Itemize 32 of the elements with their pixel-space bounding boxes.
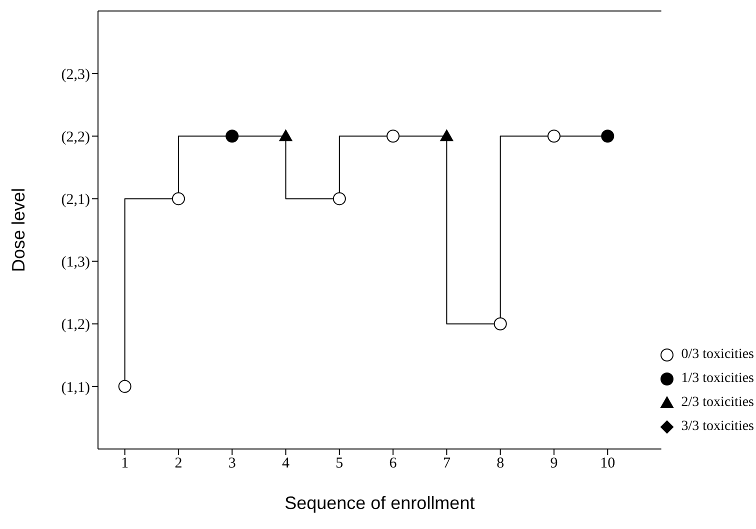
category-label: (2,2) — [61, 129, 90, 146]
point — [386, 130, 400, 143]
category-label: (2,3) — [61, 66, 90, 83]
x-tick-label: 10 — [600, 456, 616, 472]
legend-label: 2/3 toxicities — [681, 395, 754, 411]
category-label: (1,2) — [61, 317, 90, 334]
x-tick-label: 7 — [442, 456, 451, 472]
x-tick-label: 5 — [336, 456, 344, 472]
category-label: (2,1) — [61, 192, 90, 208]
x-tick-label: 9 — [550, 456, 558, 472]
point — [547, 130, 560, 143]
point — [440, 130, 454, 142]
point — [118, 380, 132, 393]
point — [332, 192, 346, 206]
legend-label: 0/3 toxicities — [681, 347, 754, 363]
category-label: (1,3) — [61, 254, 90, 271]
legend-label: 1/3 toxicities — [681, 371, 754, 387]
point — [226, 130, 239, 143]
x-tick-label: 8 — [496, 456, 504, 472]
x-tick-label: 3 — [228, 456, 236, 472]
x-tick-label: 1 — [121, 456, 129, 472]
point — [494, 317, 507, 330]
y-axis-title: Dose level — [8, 188, 28, 272]
x-tick-label: 2 — [174, 456, 182, 472]
point — [279, 130, 292, 142]
point — [172, 192, 185, 206]
legend-label: 3/3 toxicities — [681, 419, 754, 435]
point — [601, 130, 614, 143]
category-label: (1,1) — [61, 380, 90, 396]
x-tick-label: 4 — [282, 456, 290, 472]
x-axis-title: Sequence of enrollment — [284, 493, 475, 513]
x-tick-label: 6 — [389, 456, 398, 472]
